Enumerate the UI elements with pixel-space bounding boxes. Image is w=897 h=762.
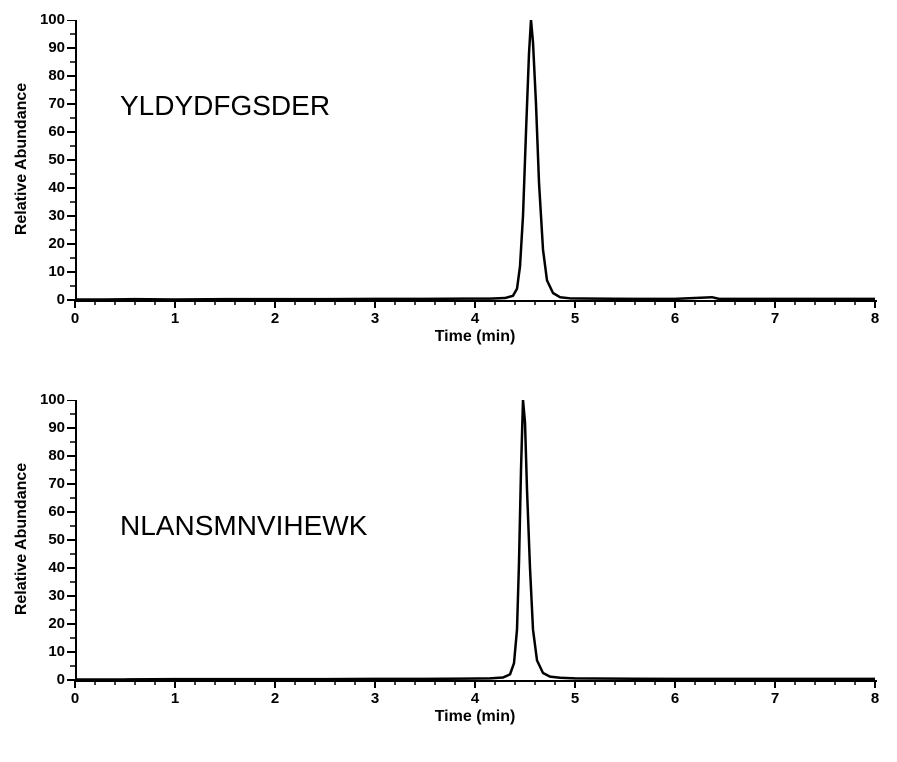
y-tick-label: 70	[48, 95, 65, 112]
x-tick-label: 8	[865, 310, 885, 327]
x-tick-label: 7	[765, 690, 785, 707]
y-tick-label: 80	[48, 447, 65, 464]
y-tick-label: 40	[48, 179, 65, 196]
y-tick-label: 50	[48, 531, 65, 548]
y-tick-label: 100	[40, 391, 65, 408]
x-tick-label: 6	[665, 310, 685, 327]
x-tick-label: 0	[65, 310, 85, 327]
x-tick-label: 1	[165, 690, 185, 707]
y-tick-label: 10	[48, 263, 65, 280]
x-tick-label: 7	[765, 310, 785, 327]
x-tick-label: 8	[865, 690, 885, 707]
chromatogram-trace	[75, 20, 875, 299]
y-axis-label: Relative Abundance	[13, 79, 31, 239]
y-tick-label: 90	[48, 39, 65, 56]
x-tick-label: 4	[465, 310, 485, 327]
x-tick-label: 1	[165, 310, 185, 327]
y-tick-label: 20	[48, 615, 65, 632]
y-tick-label: 0	[57, 291, 65, 308]
x-tick-label: 6	[665, 690, 685, 707]
x-axis-label: Time (min)	[75, 328, 875, 346]
x-tick-label: 5	[565, 690, 585, 707]
peptide-sequence-label: YLDYDFGSDER	[120, 90, 330, 122]
x-tick-label: 2	[265, 310, 285, 327]
chromatogram-panel: 0123456780102030405060708090100Relative …	[0, 20, 897, 360]
y-axis-label: Relative Abundance	[13, 459, 31, 619]
y-tick-label: 60	[48, 503, 65, 520]
y-tick-label: 70	[48, 475, 65, 492]
figure: 0123456780102030405060708090100Relative …	[0, 0, 897, 762]
y-tick-label: 20	[48, 235, 65, 252]
x-tick-label: 2	[265, 690, 285, 707]
y-tick-label: 40	[48, 559, 65, 576]
peptide-sequence-label: NLANSMNVIHEWK	[120, 510, 367, 542]
plot-svg	[0, 20, 895, 350]
x-tick-label: 0	[65, 690, 85, 707]
y-tick-label: 100	[40, 11, 65, 28]
y-tick-label: 90	[48, 419, 65, 436]
y-tick-label: 10	[48, 643, 65, 660]
plot-svg	[0, 400, 895, 730]
y-tick-label: 0	[57, 671, 65, 688]
chromatogram-panel: 0123456780102030405060708090100Relative …	[0, 400, 897, 740]
y-tick-label: 60	[48, 123, 65, 140]
y-tick-label: 80	[48, 67, 65, 84]
y-tick-label: 50	[48, 151, 65, 168]
y-tick-label: 30	[48, 587, 65, 604]
x-tick-label: 5	[565, 310, 585, 327]
x-axis-label: Time (min)	[75, 708, 875, 726]
x-tick-label: 4	[465, 690, 485, 707]
x-tick-label: 3	[365, 690, 385, 707]
x-tick-label: 3	[365, 310, 385, 327]
y-tick-label: 30	[48, 207, 65, 224]
